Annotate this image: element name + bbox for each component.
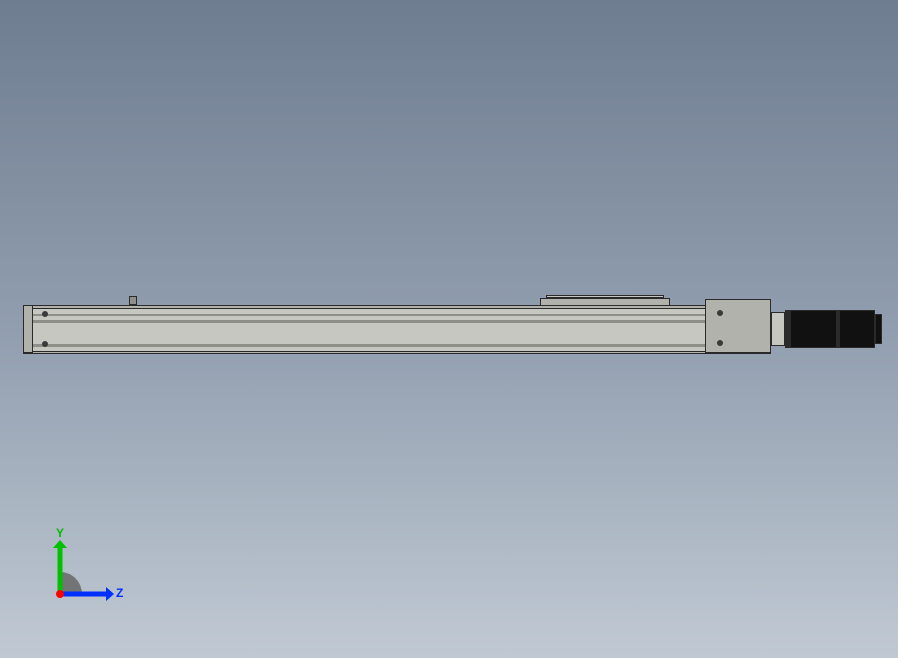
motor-side-bolt-bottom xyxy=(717,340,723,346)
triad-z-label: Z xyxy=(116,586,123,600)
rail-bottom-edge xyxy=(23,351,771,354)
cad-viewport[interactable]: YZ xyxy=(0,0,898,658)
carriage-plate xyxy=(540,298,670,306)
rail-lower-groove xyxy=(30,344,764,347)
rail-upper-slot xyxy=(23,314,771,316)
triad-arc xyxy=(60,572,82,594)
triad-x-dot xyxy=(56,590,64,598)
triad-svg xyxy=(0,514,140,654)
view-triad: YZ xyxy=(0,514,140,654)
motor-side-endcap xyxy=(705,299,771,353)
triad-y-head xyxy=(53,540,67,548)
motor-front-ring xyxy=(785,310,791,348)
motor-body xyxy=(785,310,875,348)
left-endcap xyxy=(23,305,33,353)
triad-y-label: Y xyxy=(56,526,64,540)
coupling-housing xyxy=(771,312,785,346)
motor-rear-cap xyxy=(875,314,882,344)
left-endcap-bolt-bottom xyxy=(42,341,48,347)
triad-z-head xyxy=(106,587,114,601)
motor-mid-ring xyxy=(836,310,840,348)
motor-side-bolt-top xyxy=(717,310,723,316)
rail-mid-slot xyxy=(23,320,771,323)
carriage-plate-top xyxy=(546,295,664,298)
sensor-tab xyxy=(129,296,137,305)
left-endcap-bolt-top xyxy=(42,311,48,317)
